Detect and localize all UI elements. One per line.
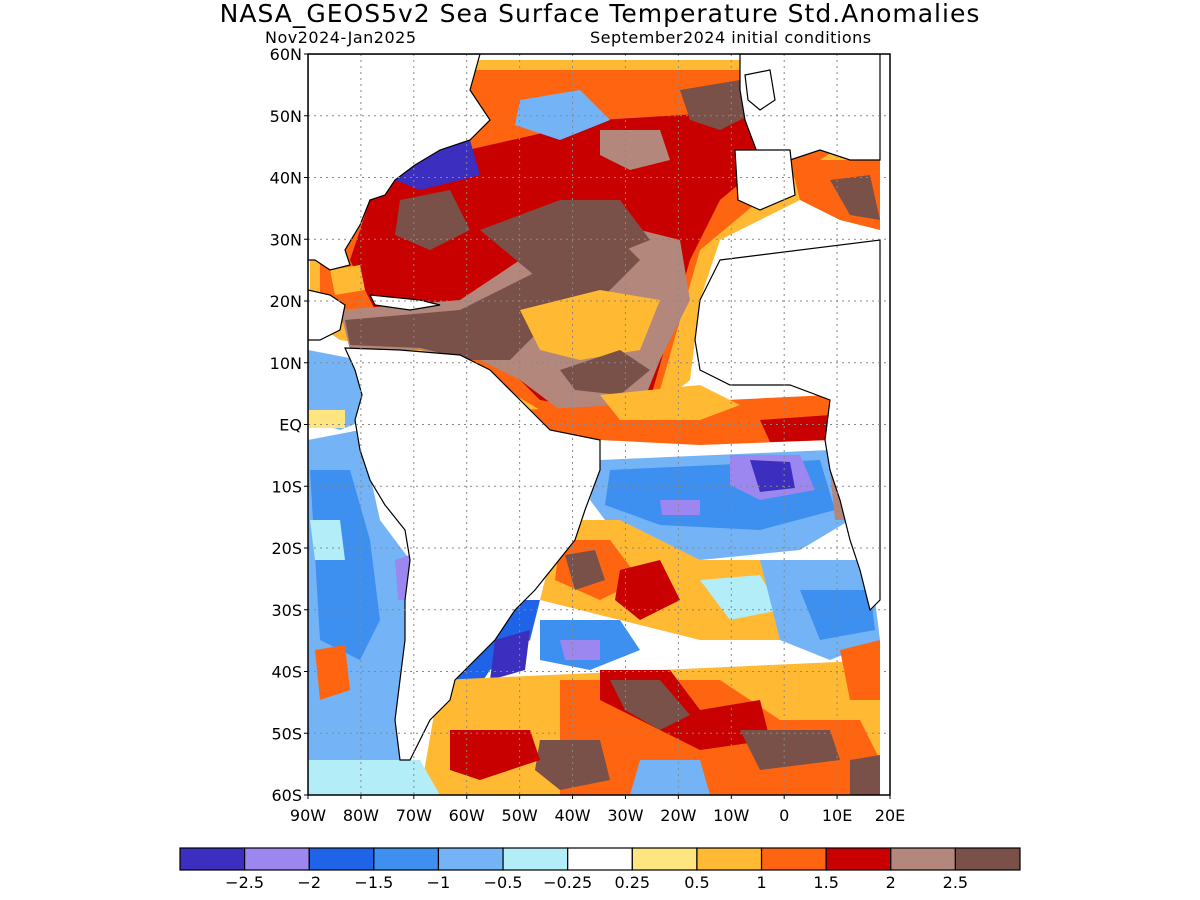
colorbar-label: 2	[886, 873, 896, 892]
lon-tick-label: 90W	[290, 806, 326, 825]
lon-tick-label: 50W	[502, 806, 538, 825]
lon-tick-label: 20W	[660, 806, 696, 825]
lat-tick-label: 30N	[270, 230, 302, 249]
colorbar-swatch	[631, 847, 698, 871]
colorbar-label: −2	[297, 873, 321, 892]
colorbar-swatch	[179, 847, 246, 871]
lat-tick-label: 60N	[270, 45, 302, 64]
colorbar-label: −0.5	[484, 873, 523, 892]
lon-tick-label: 70W	[396, 806, 432, 825]
longitude-axis: 90W 80W 70W 60W 50W 40W 30W 20W 10W 0 10E 20E	[290, 795, 905, 825]
gridlines	[308, 54, 890, 795]
lon-tick-label: 30W	[607, 806, 643, 825]
lat-tick-label: 50N	[270, 107, 302, 126]
colorbar-swatch	[890, 847, 956, 871]
lon-tick-label: 40W	[554, 806, 590, 825]
colorbar-swatch	[244, 847, 310, 871]
colorbar-label: −1	[427, 873, 451, 892]
colorbar-label: −1.5	[354, 873, 393, 892]
colorbar-swatch	[696, 847, 763, 871]
colorbar-label: 1	[756, 873, 766, 892]
colorbar-swatch	[437, 847, 504, 871]
lat-tick-label: 20S	[271, 539, 302, 558]
colorbar-swatch	[954, 847, 1021, 871]
colorbar-swatch	[502, 847, 569, 871]
land-masses	[308, 54, 881, 761]
lat-tick-label: 40S	[271, 663, 302, 682]
initial-conditions: September2024 initial conditions	[590, 28, 872, 47]
colorbar	[179, 847, 1021, 871]
colorbar-swatch	[760, 847, 827, 871]
lon-tick-label: 60W	[449, 806, 485, 825]
map-title: NASA_GEOS5v2 Sea Surface Temperature Std…	[219, 0, 981, 28]
lat-tick-label: EQ	[279, 416, 302, 435]
lat-tick-label: 20N	[270, 292, 302, 311]
lon-tick-label: 10W	[713, 806, 749, 825]
lat-tick-label: 50S	[271, 724, 302, 743]
colorbar-label: −0.25	[543, 873, 592, 892]
colorbar-label: −2.5	[225, 873, 264, 892]
lat-tick-label: 30S	[271, 601, 302, 620]
colorbar-label: 0.5	[684, 873, 709, 892]
colorbar-swatch	[567, 847, 633, 871]
colorbar-label: 1.5	[813, 873, 838, 892]
colorbar-swatch	[308, 847, 375, 871]
anomaly-field	[308, 54, 890, 795]
lon-tick-label: 0	[779, 806, 789, 825]
lat-tick-label: 10S	[271, 477, 302, 496]
colorbar-swatch	[373, 847, 440, 871]
lon-tick-label: 20E	[875, 806, 905, 825]
colorbar-label: 2.5	[943, 873, 968, 892]
lat-tick-label: 40N	[270, 169, 302, 188]
forecast-period: Nov2024-Jan2025	[265, 28, 417, 47]
lat-tick-label: 60S	[271, 786, 302, 805]
lon-tick-label: 10E	[822, 806, 852, 825]
latitude-axis: 60N 50N 40N 30N 20N 10N EQ 10S 20S 30S 40S 50S 60S	[270, 45, 308, 805]
colorbar-labels: −2.5 −2 −1.5 −1 −0.5 −0.25 0.25 0.5 1 1.5 2 2.5	[225, 873, 968, 892]
colorbar-swatch	[825, 847, 892, 871]
lon-tick-label: 80W	[343, 806, 379, 825]
lat-tick-label: 10N	[270, 354, 302, 373]
colorbar-label: 0.25	[614, 873, 650, 892]
